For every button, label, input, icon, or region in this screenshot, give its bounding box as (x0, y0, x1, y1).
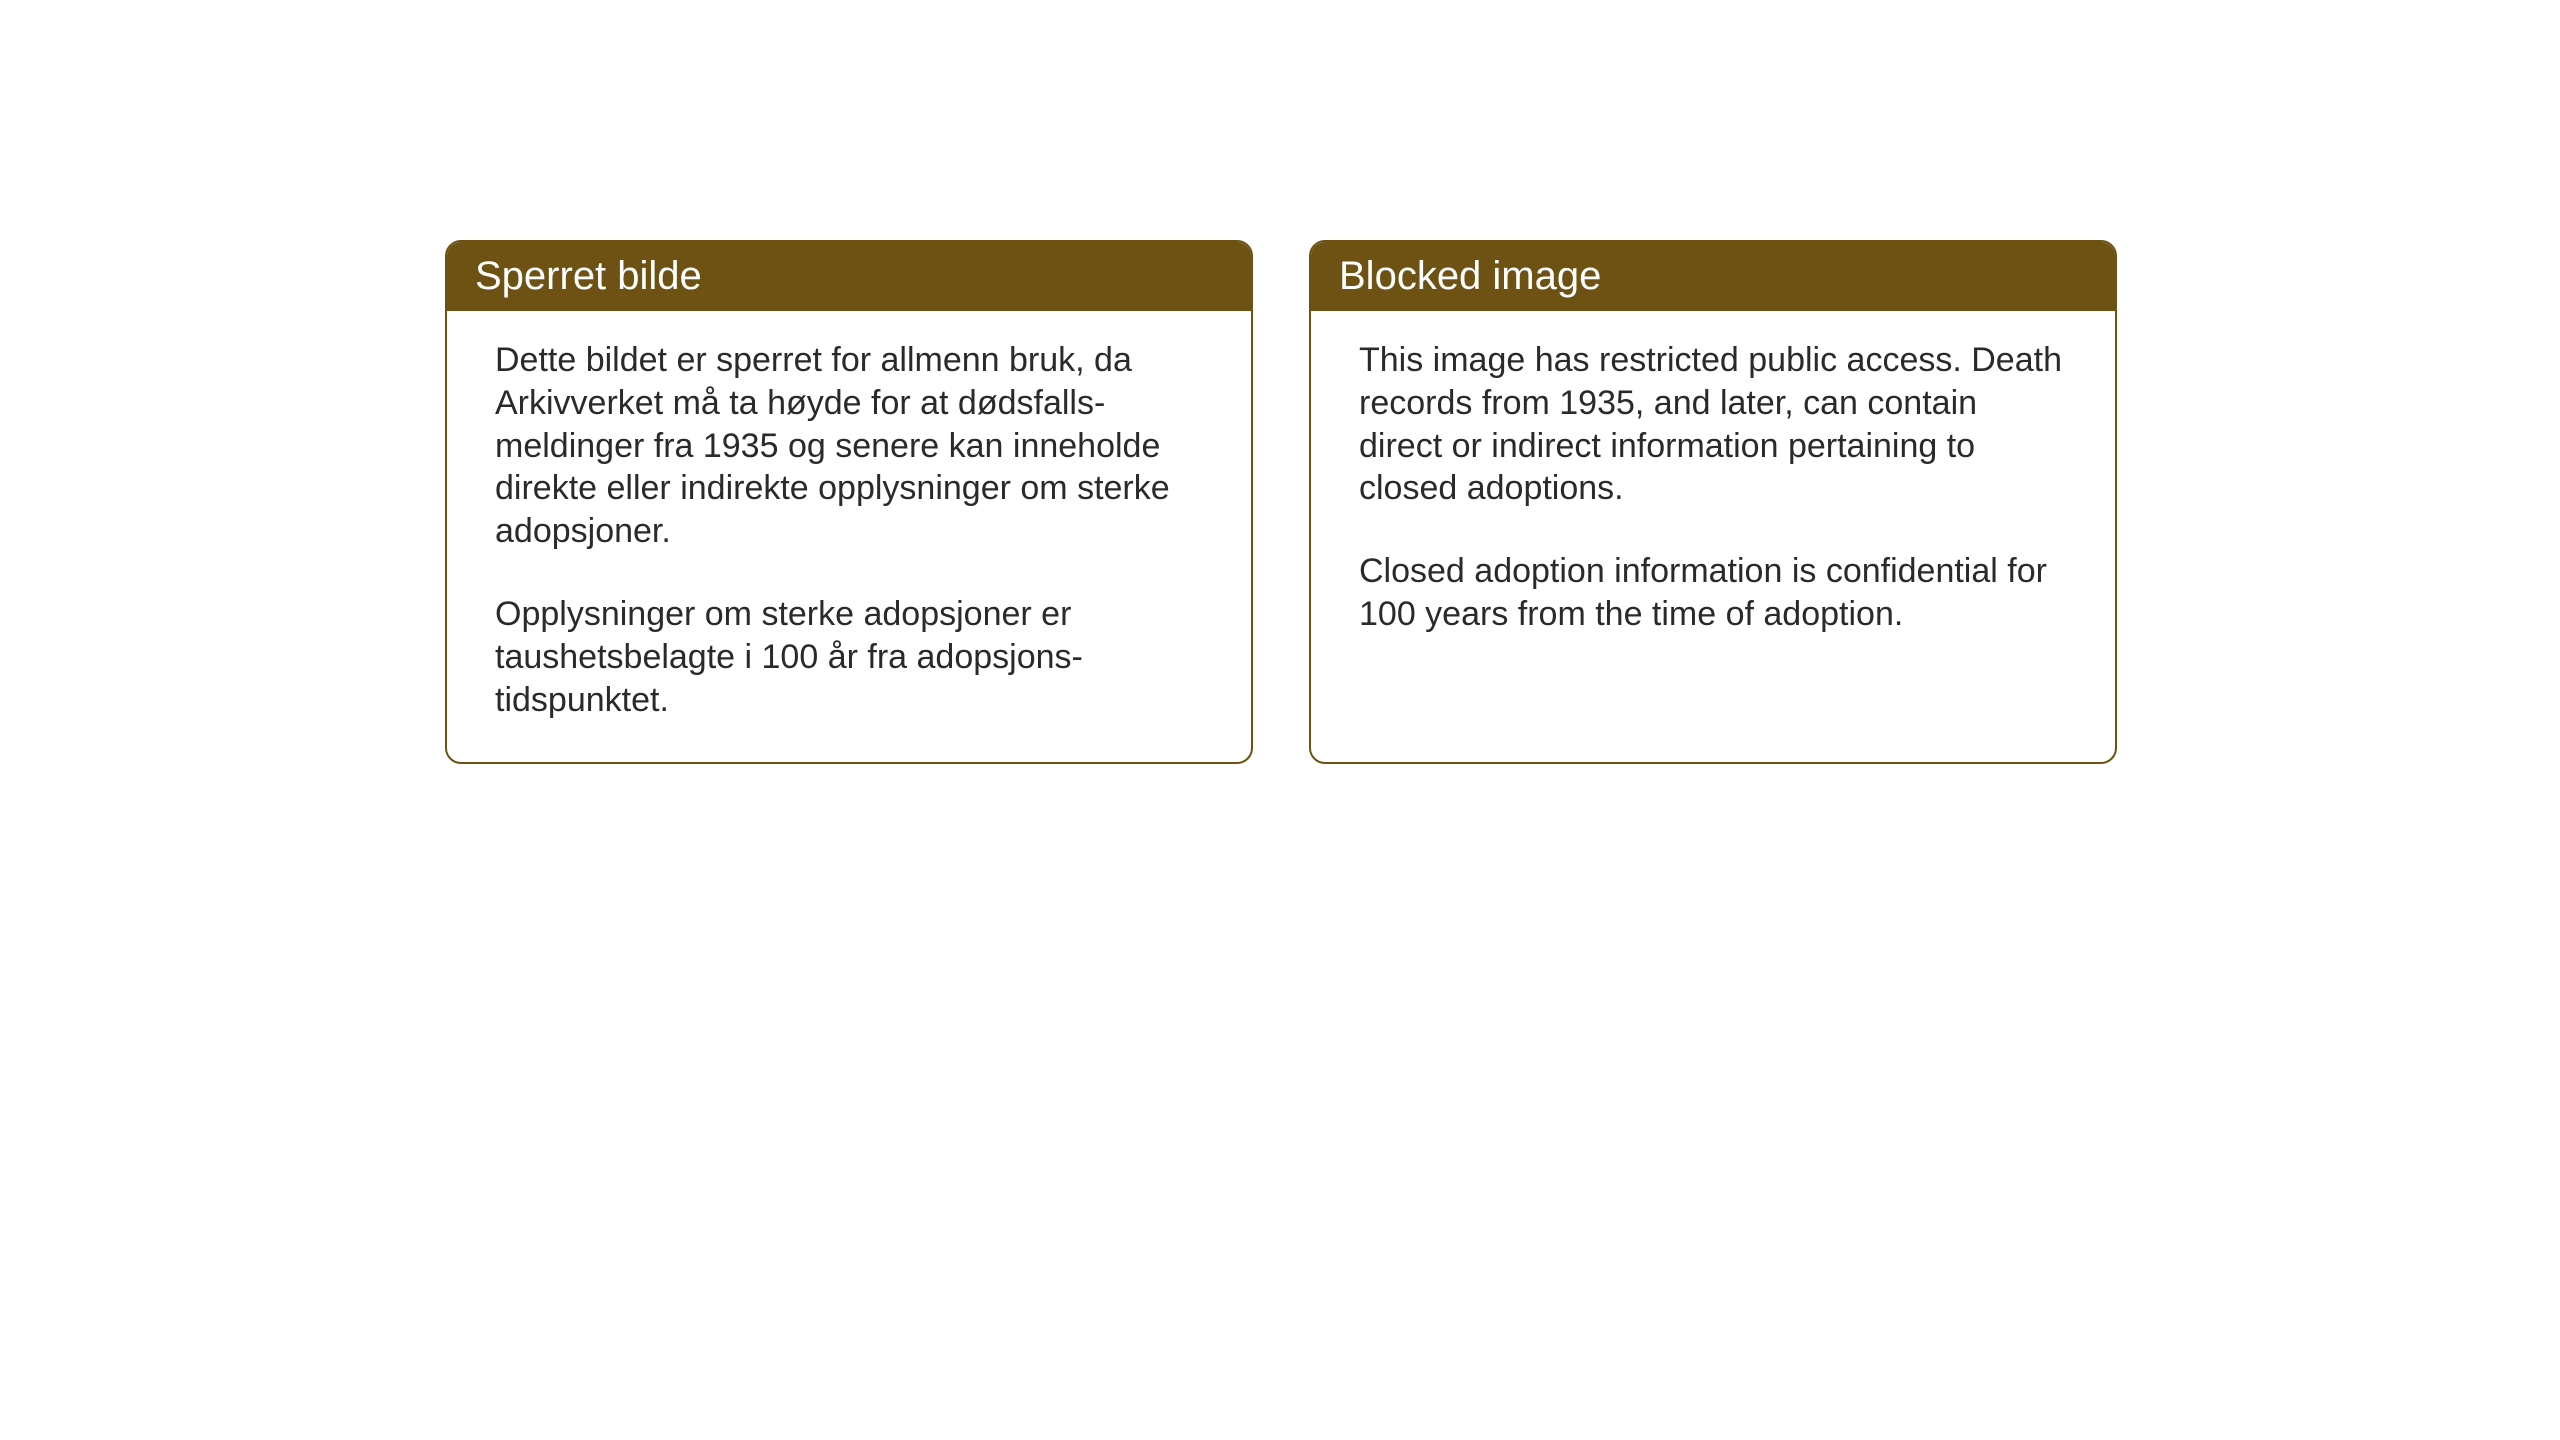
card-english: Blocked image This image has restricted … (1309, 240, 2117, 764)
paragraph-2-english: Closed adoption information is confident… (1359, 550, 2067, 636)
card-header-norwegian: Sperret bilde (447, 242, 1251, 311)
paragraph-2-norwegian: Opplysninger om sterke adopsjoner er tau… (495, 593, 1203, 721)
card-header-english: Blocked image (1311, 242, 2115, 311)
paragraph-1-english: This image has restricted public access.… (1359, 339, 2067, 510)
paragraph-1-norwegian: Dette bildet er sperret for allmenn bruk… (495, 339, 1203, 553)
card-norwegian: Sperret bilde Dette bildet er sperret fo… (445, 240, 1253, 764)
card-body-english: This image has restricted public access.… (1311, 311, 2115, 676)
card-body-norwegian: Dette bildet er sperret for allmenn bruk… (447, 311, 1251, 762)
cards-container: Sperret bilde Dette bildet er sperret fo… (445, 240, 2117, 764)
